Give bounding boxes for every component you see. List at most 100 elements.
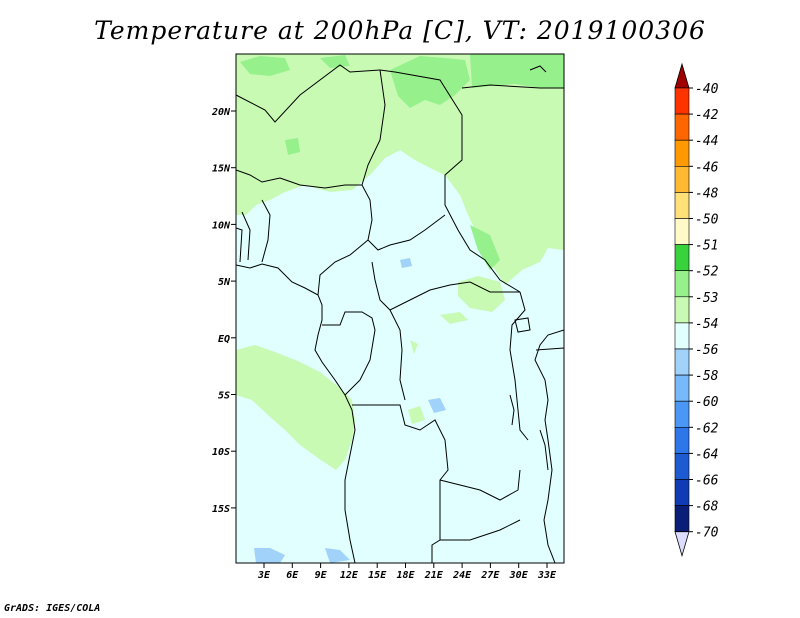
border [241,211,251,261]
colorbar-label: -70 [695,526,719,541]
colorbar-label: -46 [695,160,719,175]
lon-tick-label: 30E [509,570,529,581]
shade-region [240,56,290,76]
colorbar-label: -51 [695,239,718,254]
border [535,347,564,351]
shade-region [236,54,564,285]
lat-tick-label: 10S [212,447,230,458]
border [236,169,281,183]
lon-tick-label: 15E [368,570,387,581]
shade-region [428,398,446,413]
colorbar-label: -56 [695,343,719,358]
lat-tick-label: 5S [218,391,230,402]
lat-tick-label: 15N [212,164,231,175]
colorbar-swatch [674,244,690,272]
colorbar-label: -44 [695,134,718,149]
lon-tick-label: 6E [286,570,299,581]
colorbar-swatch [674,453,690,480]
lake [509,394,515,426]
border [261,199,271,263]
lat-tick-label: 20N [211,107,231,118]
colorbar-swatch [674,426,690,454]
shade-region [440,312,468,324]
border [236,227,243,263]
map-frame [235,53,565,564]
colorbar-swatch [674,270,690,298]
border [379,69,521,293]
lake [539,429,549,471]
border [440,519,521,541]
colorbar-label: -40 [695,82,719,97]
shade-region [400,258,412,268]
lat-tick-label: 15S [212,504,230,515]
shade-region [325,548,350,563]
shade-region [410,340,418,354]
colorbar-label: -50 [695,213,719,228]
colorbar-label: -53 [695,291,718,306]
lat-tick-label: 5N [218,277,231,288]
colorbar-swatch [674,87,690,115]
colorbar-swatch [674,192,690,219]
colorbar-swatch [674,113,690,141]
border [317,239,369,296]
colorbar-bottom-arrow [674,531,690,558]
lon-tick-label: 24E [452,570,472,581]
chart-title: Temperature at 200hPa [C], VT: 201910030… [94,16,706,45]
border [361,184,446,251]
border [529,65,547,73]
lon-tick-label: 33E [537,570,557,581]
lon-tick-label: 3E [257,570,271,581]
border [236,64,381,123]
colorbar-top-arrow [674,62,690,89]
lon-tick-label: 12E [340,570,359,581]
colorbar-label: -58 [695,369,719,384]
border [361,69,386,186]
colorbar-label: -48 [695,186,719,201]
colorbar-swatch [674,505,690,533]
shade-region [458,276,505,312]
colorbar: -40 -42 -44 -46 -48 -50 -51 -52 -53 -54 -56 -58 -60 -… [674,62,719,558]
border [509,291,529,441]
shade-region [408,406,425,424]
border [322,311,376,396]
longitude-axis: 3E 6E 9E 12E 15E 18E 21E 24E 27E 30E 33E [257,563,557,581]
lon-tick-label: 27E [480,570,500,581]
coastline [236,263,356,563]
shade-region [285,138,300,155]
lon-tick-label: 9E [315,570,328,581]
colorbar-label: -66 [695,474,719,489]
colorbar-label: -68 [695,500,719,515]
shade-region [320,55,350,68]
border [352,404,449,563]
colorbar-label: -54 [695,317,718,332]
credit-label: GrADS: IGES/COLA [4,603,101,614]
lat-tick-label: EQ [218,334,230,345]
colorbar-label: -52 [695,265,719,280]
latitude-axis: 20N 15N 10N 5N EQ 5S 10S 15S [211,107,236,515]
colorbar-swatch [674,139,690,167]
lat-tick-label: 10N [212,220,231,231]
colorbar-swatch [674,479,690,506]
colorbar-swatch [674,374,690,402]
colorbar-swatch [674,296,690,324]
colorbar-swatch [674,322,690,350]
border [371,261,520,311]
coastline [534,329,564,563]
colorbar-swatch [674,348,690,376]
shade-region [236,345,355,470]
colorbar-label: -62 [695,421,719,436]
border [279,177,362,189]
lon-tick-label: 18E [396,570,415,581]
border [461,84,564,89]
colorbar-label: -60 [695,395,719,410]
shade-region [470,225,500,270]
colorbar-swatch [674,166,690,193]
shade-region [254,548,285,563]
colorbar-swatch [674,400,690,428]
colorbar-label: -42 [695,108,719,123]
coastline-borders [236,64,564,563]
colorbar-label: -64 [695,447,718,462]
lake [514,317,531,333]
border [389,309,406,401]
